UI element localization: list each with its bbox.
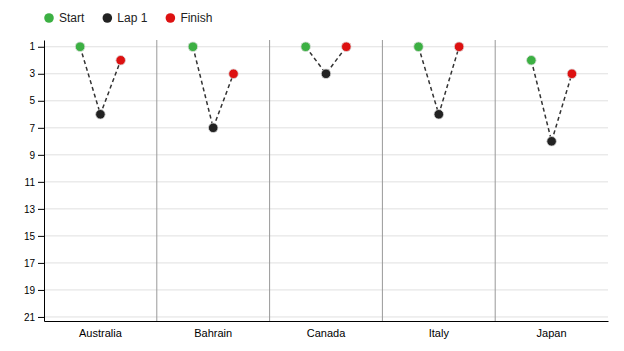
y-tick-mark — [38, 317, 44, 318]
legend-marker — [44, 13, 54, 23]
y-tick-label: 3 — [29, 68, 35, 79]
grid-line — [44, 46, 608, 47]
y-tick-label: 21 — [24, 312, 36, 323]
point — [301, 42, 311, 52]
y-tick-label: 15 — [24, 231, 36, 242]
legend-label: Finish — [180, 11, 212, 25]
y-tick: 19 — [24, 285, 44, 296]
y-tick-mark — [38, 74, 44, 75]
x-tick-label: Australia — [79, 327, 123, 339]
point — [454, 42, 464, 52]
x-axis: Australia Bahrain Canada Italy Japan — [45, 322, 609, 339]
y-tick: 9 — [29, 150, 44, 161]
y-tick-mark — [38, 182, 44, 183]
y-tick-label: 13 — [24, 204, 36, 215]
x-tick: Bahrain — [194, 327, 232, 339]
legend-marker — [103, 13, 113, 23]
grid-line — [44, 262, 608, 263]
y-axis: 13579111315171921 — [24, 41, 45, 323]
y-tick-label: 19 — [24, 285, 36, 296]
y-tick-label: 11 — [25, 177, 36, 188]
point — [116, 55, 126, 65]
connector-line — [531, 60, 572, 141]
y-tick-mark — [38, 47, 44, 48]
grid-line — [44, 289, 608, 290]
y-tick-label: 5 — [29, 95, 35, 106]
separator — [156, 40, 157, 321]
point — [188, 42, 198, 52]
y-tick-mark — [38, 236, 44, 237]
point — [208, 123, 218, 133]
y-tick: 21 — [24, 312, 44, 323]
y-tick-mark — [38, 101, 44, 102]
legend-item: Start — [44, 11, 85, 25]
legend: Start Lap 1 Finish — [44, 11, 212, 25]
connector-line — [193, 47, 234, 128]
point — [75, 42, 85, 52]
legend-label: Start — [59, 11, 85, 25]
connector-line — [418, 47, 459, 115]
x-tick: Japan — [537, 327, 567, 339]
y-tick-label: 9 — [29, 150, 35, 161]
x-axis-line — [45, 321, 609, 322]
y-tick-mark — [38, 290, 44, 291]
y-tick-label: 7 — [29, 123, 35, 134]
connector-line — [80, 47, 121, 115]
legend-item: Finish — [166, 11, 213, 25]
y-axis-line — [44, 41, 45, 322]
legend-item: Lap 1 — [103, 11, 148, 25]
grid-line — [44, 181, 608, 182]
grid-line — [44, 100, 608, 101]
point — [527, 55, 537, 65]
grid-line — [44, 208, 608, 209]
point — [96, 110, 106, 120]
x-tick-label: Bahrain — [194, 327, 232, 339]
y-tick: 17 — [24, 258, 44, 269]
separator — [382, 40, 383, 321]
y-tick: 3 — [29, 68, 44, 79]
point — [414, 42, 424, 52]
plot-area — [75, 42, 576, 146]
y-tick-mark — [38, 128, 44, 129]
y-tick-label: 1 — [29, 41, 35, 52]
separator — [495, 40, 496, 321]
y-tick: 15 — [24, 231, 44, 242]
y-tick: 7 — [29, 123, 44, 134]
point — [547, 137, 557, 147]
x-tick-label: Japan — [537, 327, 567, 339]
point — [321, 69, 331, 79]
plot-root: 13579111315171921AustraliaBahrainCanadaI… — [24, 40, 609, 339]
grid-line — [44, 316, 608, 317]
point — [342, 42, 352, 52]
y-tick: 11 — [25, 177, 44, 188]
y-tick-mark — [38, 155, 44, 156]
grid-line — [44, 235, 608, 236]
point — [229, 69, 239, 79]
grid-line — [44, 154, 608, 155]
separators — [157, 40, 495, 321]
x-tick-label: Canada — [307, 327, 346, 339]
x-tick: Italy — [429, 327, 450, 339]
chart: 13579111315171921AustraliaBahrainCanadaI… — [0, 0, 624, 351]
point — [567, 69, 577, 79]
y-tick-label: 17 — [24, 258, 36, 269]
x-tick-label: Italy — [429, 327, 450, 339]
grid — [44, 47, 608, 317]
point — [434, 110, 444, 120]
y-tick: 1 — [29, 41, 44, 52]
legend-label: Lap 1 — [117, 11, 147, 25]
y-tick: 5 — [29, 95, 44, 106]
y-tick-mark — [38, 209, 44, 210]
grid-line — [44, 127, 608, 128]
y-tick: 13 — [24, 204, 44, 215]
x-tick: Australia — [79, 327, 123, 339]
legend-marker — [166, 13, 176, 23]
x-tick: Canada — [307, 327, 346, 339]
separator — [269, 40, 270, 321]
y-tick-mark — [38, 263, 44, 264]
